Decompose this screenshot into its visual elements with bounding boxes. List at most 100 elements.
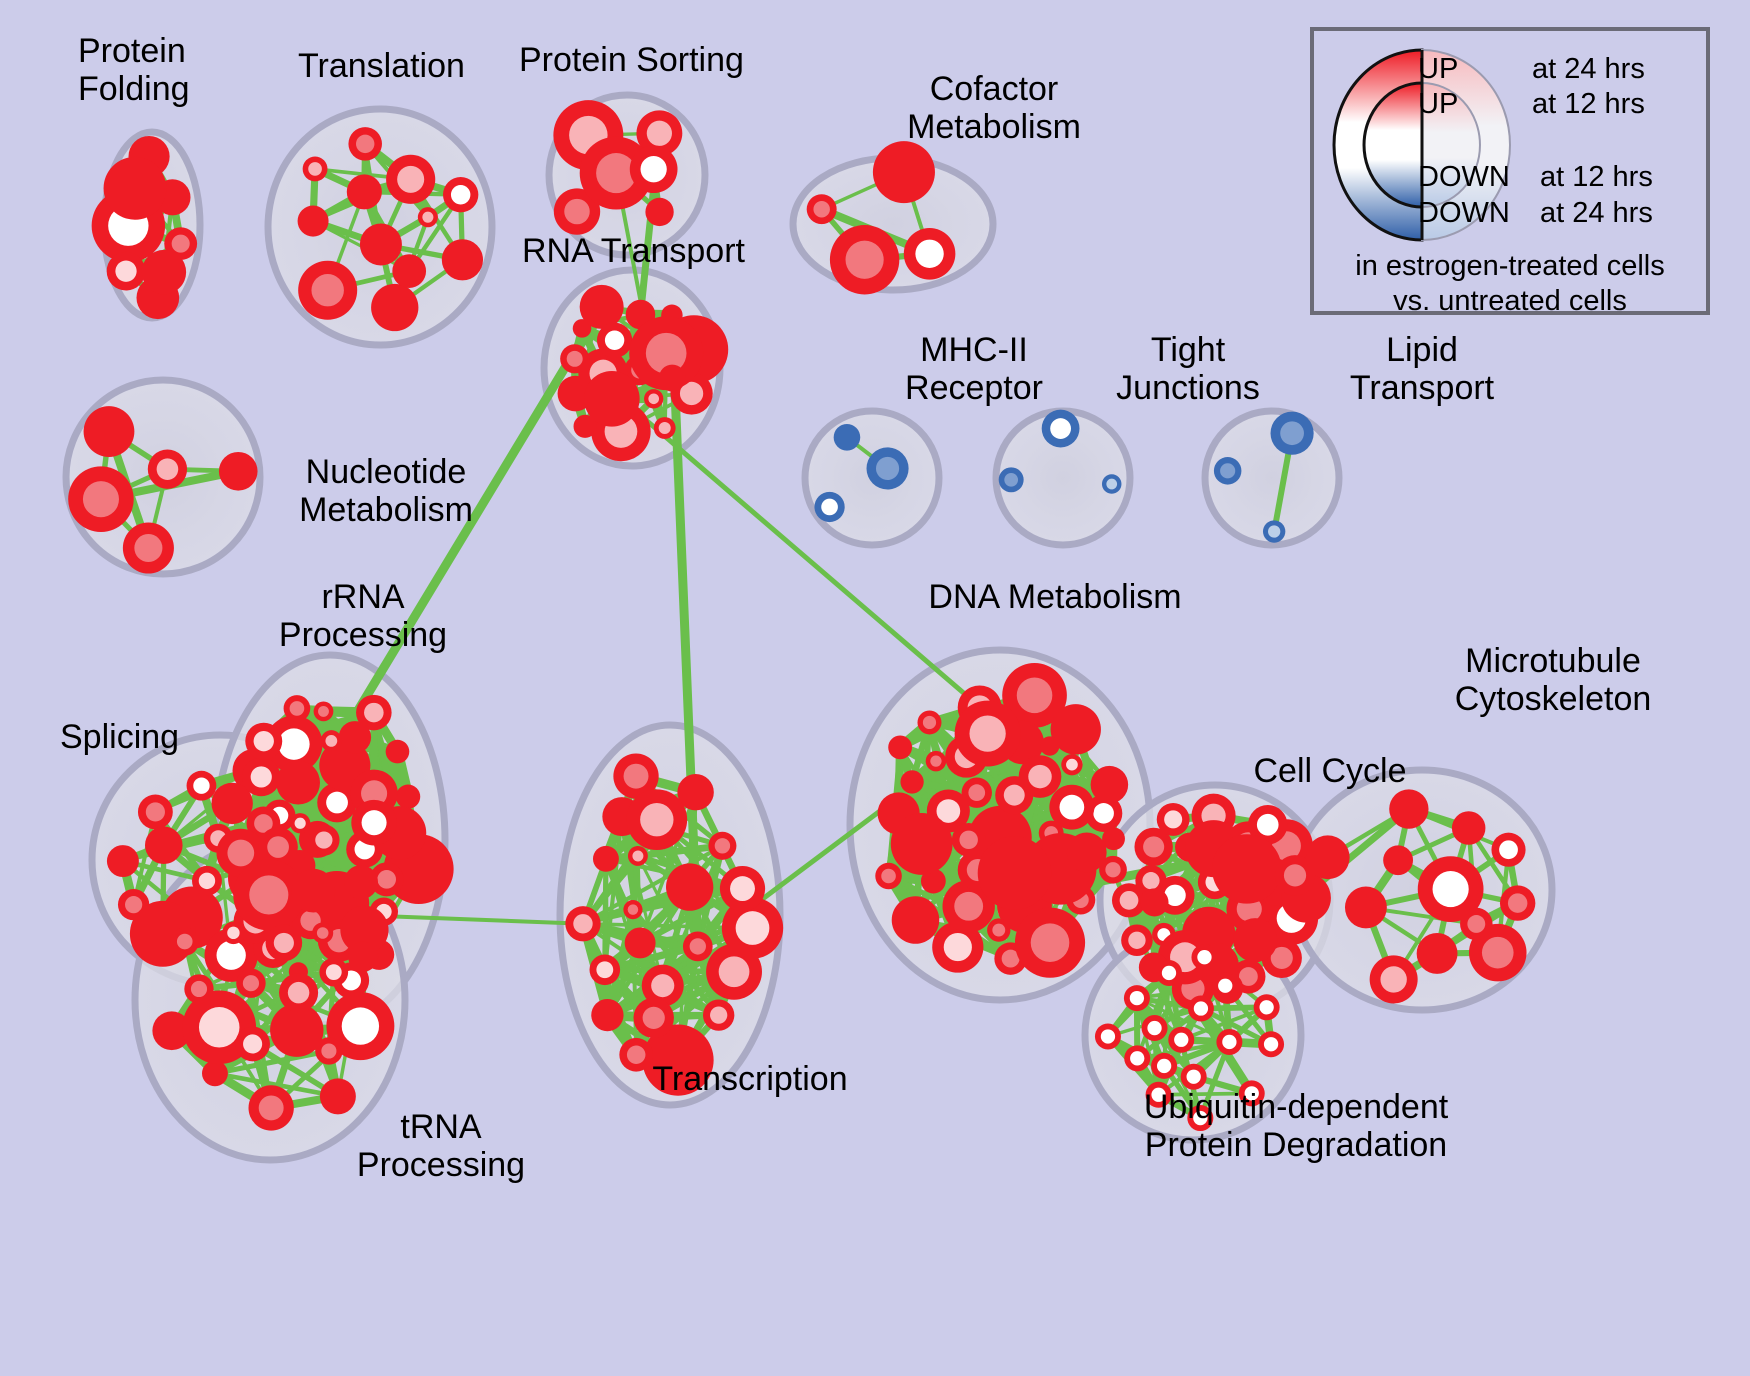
legend-footer-line1: in estrogen-treated cells bbox=[1355, 250, 1665, 282]
node-trna-processing-17 bbox=[319, 957, 349, 987]
cluster-label-rrna-processing: rRNA Processing bbox=[278, 578, 448, 655]
node-splicing-16 bbox=[192, 865, 222, 896]
cluster-label-protein-sorting: Protein Sorting bbox=[519, 41, 744, 79]
node-splicing-6 bbox=[186, 770, 217, 801]
node-mhc-ii-receptor-1 bbox=[814, 491, 845, 523]
node-protein-sorting-2 bbox=[636, 110, 683, 157]
node-ubiquitin-degradation-2 bbox=[1145, 1081, 1172, 1108]
node-protein-sorting-5 bbox=[629, 145, 678, 194]
cluster-label-trna-processing: tRNA Processing bbox=[356, 1108, 526, 1185]
node-translation-6 bbox=[297, 205, 329, 237]
cluster-label-transcription: Transcription bbox=[652, 1060, 848, 1098]
node-microtubule-cytoskeleton-1 bbox=[1491, 832, 1526, 867]
node-dna-metabolism-15 bbox=[891, 896, 940, 944]
node-ubiquitin-degradation-1 bbox=[1238, 1080, 1265, 1107]
node-translation-1 bbox=[441, 239, 484, 281]
node-dna-metabolism-37 bbox=[1102, 827, 1125, 851]
node-transcription-3 bbox=[708, 831, 737, 860]
node-translation-2 bbox=[298, 260, 358, 320]
node-dna-metabolism-32 bbox=[1049, 784, 1095, 830]
node-ubiquitin-degradation-5 bbox=[1168, 1026, 1195, 1053]
node-dna-metabolism-19 bbox=[932, 921, 984, 973]
node-nucleotide-metabolism-2 bbox=[83, 406, 135, 457]
node-trna-processing-5 bbox=[236, 968, 266, 998]
node-translation-7 bbox=[348, 127, 382, 161]
node-ubiquitin-degradation-9 bbox=[1123, 985, 1150, 1012]
node-cofactor-metabolism-2 bbox=[872, 141, 935, 204]
node-dna-metabolism-34 bbox=[977, 836, 1052, 910]
node-cell-cycle-26 bbox=[1274, 855, 1316, 896]
node-trna-processing-10 bbox=[312, 922, 334, 944]
node-dna-metabolism-25 bbox=[951, 823, 986, 857]
node-rrna-processing-16 bbox=[276, 760, 321, 805]
node-splicing-14 bbox=[211, 782, 253, 825]
node-microtubule-cytoskeleton-7 bbox=[1499, 885, 1536, 921]
node-rrna-processing-0 bbox=[265, 715, 323, 773]
node-tight-junctions-2 bbox=[1041, 409, 1080, 448]
node-ubiquitin-degradation-11 bbox=[1124, 1045, 1151, 1072]
node-cell-cycle-1 bbox=[1134, 827, 1173, 867]
node-trna-processing-14 bbox=[184, 974, 214, 1004]
node-splicing-13 bbox=[145, 826, 183, 865]
node-cofactor-metabolism-1 bbox=[806, 194, 837, 225]
node-rrna-processing-34 bbox=[283, 695, 311, 722]
node-transcription-19 bbox=[626, 789, 688, 850]
node-rrna-processing-10 bbox=[395, 784, 421, 809]
legend-panel: UP at 24 hrs UP at 12 hrs DOWN at 12 hrs… bbox=[1310, 27, 1710, 317]
node-cell-cycle-16 bbox=[1135, 865, 1167, 897]
node-rrna-processing-26 bbox=[340, 905, 389, 954]
node-translation-10 bbox=[392, 254, 427, 288]
node-protein-sorting-3 bbox=[553, 188, 601, 235]
node-trna-processing-19 bbox=[291, 868, 336, 913]
node-ubiquitin-degradation-8 bbox=[1187, 1105, 1214, 1132]
node-cell-cycle-19 bbox=[1156, 802, 1190, 836]
node-transcription-13 bbox=[589, 954, 621, 986]
node-dna-metabolism-39 bbox=[954, 700, 1021, 767]
legend-time-up-12: at 12 hrs bbox=[1532, 88, 1645, 120]
node-transcription-6 bbox=[591, 998, 624, 1032]
node-dna-metabolism-24 bbox=[890, 813, 953, 875]
node-dna-metabolism-1 bbox=[1084, 794, 1123, 832]
node-nucleotide-metabolism-4 bbox=[68, 466, 134, 532]
node-trna-processing-6 bbox=[270, 1003, 324, 1057]
node-ubiquitin-degradation-16 bbox=[1141, 1015, 1168, 1042]
node-trna-processing-9 bbox=[152, 1011, 192, 1051]
node-dna-metabolism-28 bbox=[900, 770, 924, 794]
node-mhc-ii-receptor-2 bbox=[833, 424, 861, 451]
node-dna-metabolism-9 bbox=[1061, 754, 1083, 776]
node-trna-processing-7 bbox=[248, 1085, 294, 1131]
node-dna-metabolism-27 bbox=[987, 918, 1011, 942]
cluster-label-ubiquitin-degradation: Ubiquitin-dependent Protein Degradation bbox=[1143, 1088, 1449, 1165]
node-rrna-processing-25 bbox=[369, 862, 404, 897]
node-transcription-0 bbox=[682, 931, 713, 962]
node-dna-metabolism-35 bbox=[1066, 832, 1107, 873]
node-transcription-9 bbox=[702, 999, 735, 1031]
node-rrna-processing-7 bbox=[317, 782, 357, 823]
node-dna-metabolism-8 bbox=[888, 735, 913, 760]
node-protein-sorting-1 bbox=[645, 197, 674, 227]
node-ubiquitin-degradation-15 bbox=[1187, 995, 1214, 1022]
node-translation-5 bbox=[359, 223, 402, 266]
cluster-label-translation: Translation bbox=[298, 47, 465, 85]
node-dna-metabolism-36 bbox=[1040, 736, 1060, 756]
node-tight-junctions-1 bbox=[998, 467, 1024, 493]
node-transcription-15 bbox=[619, 1037, 654, 1072]
node-microtubule-cytoskeleton-3 bbox=[1389, 789, 1429, 829]
node-transcription-7 bbox=[624, 927, 656, 959]
node-rrna-processing-36 bbox=[258, 827, 298, 867]
node-cell-cycle-18 bbox=[1248, 805, 1288, 845]
node-transcription-1 bbox=[613, 753, 659, 799]
node-rrna-processing-27 bbox=[338, 721, 372, 754]
node-lipid-transport-0 bbox=[1270, 411, 1314, 455]
legend-time-up-24: at 24 hrs bbox=[1532, 53, 1645, 85]
node-translation-4 bbox=[371, 283, 419, 332]
cluster-label-cell-cycle: Cell Cycle bbox=[1253, 752, 1407, 790]
node-rrna-processing-37 bbox=[320, 730, 343, 752]
node-translation-0 bbox=[302, 156, 328, 182]
legend-state-up-12: UP bbox=[1418, 88, 1459, 120]
node-rna-transport-11 bbox=[596, 322, 633, 358]
node-translation-9 bbox=[346, 174, 382, 210]
node-ubiquitin-degradation-6 bbox=[1216, 1028, 1243, 1055]
node-rrna-processing-13 bbox=[241, 757, 281, 797]
